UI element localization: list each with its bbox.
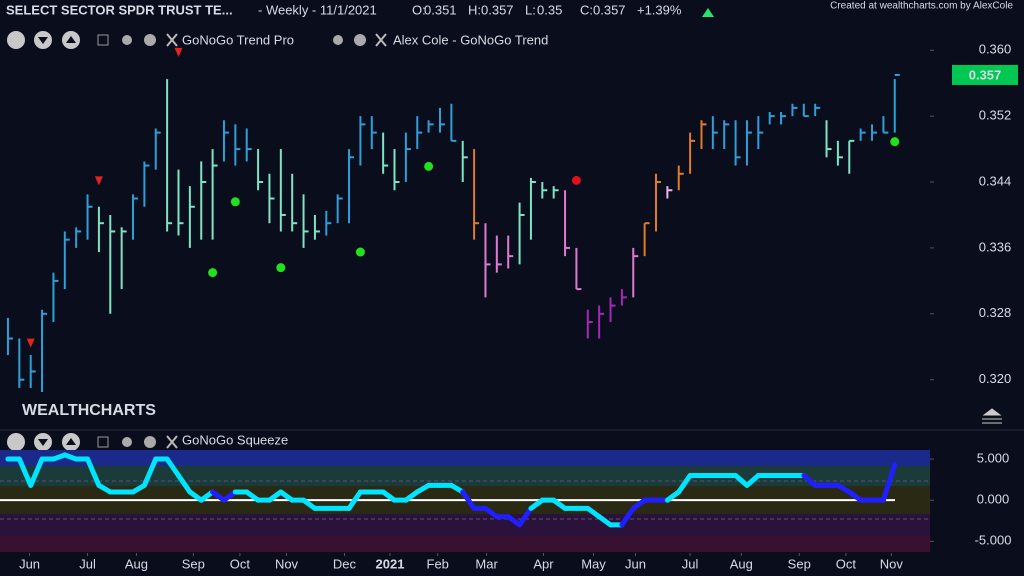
signal xyxy=(208,268,218,278)
high: 0.357 xyxy=(481,2,514,17)
x-tick-label: 2021 xyxy=(376,556,405,571)
squeeze-segment xyxy=(460,489,477,511)
period: - Weekly - 11/1/2021 xyxy=(258,2,377,17)
signal xyxy=(174,47,183,57)
indicator-label: Alex Cole - GoNoGo Trend xyxy=(393,32,548,47)
low-label: L: xyxy=(525,2,536,17)
signal xyxy=(571,175,581,185)
last-price: 0.357 xyxy=(969,67,1002,82)
signal xyxy=(94,176,103,186)
squeeze-segment xyxy=(175,473,193,495)
icon xyxy=(66,438,76,445)
squeeze-segment xyxy=(85,456,102,488)
signal xyxy=(276,263,286,273)
eye[interactable] xyxy=(122,35,132,45)
x-tick-label: Nov xyxy=(275,556,299,571)
x-tick-label: Jun xyxy=(19,556,40,571)
close: 0.357 xyxy=(593,2,626,17)
zone xyxy=(0,536,930,552)
y-tick-label: 0.344 xyxy=(979,173,1012,188)
low: 0.35 xyxy=(537,2,562,17)
x-tick-label: Oct xyxy=(836,556,857,571)
change: +1.39% xyxy=(637,2,682,17)
symbol: SELECT SECTOR SPDR TRUST TE... xyxy=(6,2,233,17)
signal xyxy=(355,247,365,257)
zone xyxy=(0,450,930,466)
icon xyxy=(38,439,48,446)
squeeze-segment xyxy=(619,505,636,528)
y-tick-label: 0.352 xyxy=(979,108,1012,123)
high-label: H: xyxy=(468,2,481,17)
x-tick-label: Nov xyxy=(880,556,904,571)
credit: Created at wealthcharts.com by AlexCole xyxy=(830,1,1013,12)
eye[interactable] xyxy=(333,35,343,45)
open: 0.351 xyxy=(424,2,457,17)
y-tick-label: 0.328 xyxy=(979,305,1012,320)
signal xyxy=(424,161,434,171)
x-tick-label: Feb xyxy=(427,556,449,571)
squeeze-segment xyxy=(28,456,45,488)
button[interactable] xyxy=(7,433,25,451)
x-tick-label: Sep xyxy=(182,556,205,571)
button[interactable] xyxy=(7,31,25,49)
x-tick-label: Aug xyxy=(730,556,753,571)
icon xyxy=(66,36,76,43)
indicator-label: GoNoGo Squeeze xyxy=(182,432,288,447)
eye[interactable] xyxy=(122,437,132,447)
y-tick-label: 0.336 xyxy=(979,239,1012,254)
squeeze-segment xyxy=(733,473,750,488)
squeeze-segment xyxy=(801,473,818,488)
last-price-tag xyxy=(952,64,1018,85)
gear[interactable] xyxy=(144,436,156,448)
squeeze-segment xyxy=(346,489,363,511)
y-tick-label: 5.000 xyxy=(977,450,1010,465)
x-tick-label: Sep xyxy=(788,556,811,571)
signal xyxy=(26,338,35,348)
indicator-label: GoNoGo Trend Pro xyxy=(182,32,294,47)
signal xyxy=(230,197,240,207)
checkbox[interactable] xyxy=(97,34,109,46)
squeeze-segment xyxy=(880,462,898,503)
gear[interactable] xyxy=(144,34,156,46)
squeeze-segment xyxy=(141,456,159,488)
x-tick-label: Aug xyxy=(125,556,148,571)
x-tick-label: Jul xyxy=(682,556,699,571)
x-tick-label: Jun xyxy=(625,556,646,571)
y-tick-label: 0.360 xyxy=(979,42,1012,57)
logo: WEALTHCHARTS xyxy=(22,402,156,419)
squeeze-segment xyxy=(517,505,534,528)
y-tick-label: -5.000 xyxy=(975,533,1012,548)
checkbox[interactable] xyxy=(97,436,109,448)
squeeze-segment xyxy=(676,473,693,495)
x-tick-label: Mar xyxy=(475,556,498,571)
gear[interactable] xyxy=(354,34,366,46)
close-label: C: xyxy=(580,2,593,17)
x-tick-label: Dec xyxy=(333,556,357,571)
up-arrow xyxy=(702,8,714,17)
close[interactable] xyxy=(166,435,178,449)
x-tick-label: Oct xyxy=(230,556,251,571)
close[interactable] xyxy=(375,33,387,47)
x-tick-label: Jul xyxy=(79,556,96,571)
squeeze-segment xyxy=(16,456,34,488)
x-tick-label: May xyxy=(581,556,606,571)
close[interactable] xyxy=(166,33,178,47)
signal xyxy=(890,137,900,147)
squeeze-segment xyxy=(744,473,761,488)
y-tick-label: 0.320 xyxy=(979,371,1012,386)
toolbar[interactable] xyxy=(7,31,387,451)
y-tick-label: 0.000 xyxy=(977,492,1010,507)
zone xyxy=(0,514,930,536)
open-label: O: xyxy=(412,2,426,17)
x-tick-label: Apr xyxy=(533,556,554,571)
resize-handle[interactable] xyxy=(982,408,1002,424)
squeeze-segment xyxy=(164,456,181,478)
icon xyxy=(38,37,48,44)
